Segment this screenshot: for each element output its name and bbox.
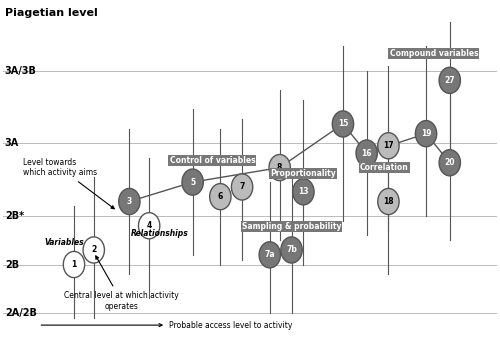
Circle shape bbox=[232, 174, 253, 200]
Circle shape bbox=[269, 154, 290, 181]
Text: 7b: 7b bbox=[286, 245, 297, 254]
Text: 18: 18 bbox=[383, 197, 394, 206]
Text: 7a: 7a bbox=[264, 250, 275, 259]
Text: Probable access level to activity: Probable access level to activity bbox=[41, 321, 292, 329]
Text: 6: 6 bbox=[218, 192, 223, 201]
Text: 20: 20 bbox=[444, 158, 455, 167]
Circle shape bbox=[259, 242, 280, 268]
Text: 4: 4 bbox=[146, 221, 152, 230]
Circle shape bbox=[64, 251, 84, 277]
Text: 3A: 3A bbox=[5, 138, 19, 148]
Circle shape bbox=[292, 179, 314, 205]
Circle shape bbox=[378, 188, 399, 215]
Text: Sampling & probability: Sampling & probability bbox=[242, 222, 342, 231]
Circle shape bbox=[138, 212, 160, 239]
Circle shape bbox=[332, 111, 353, 137]
Circle shape bbox=[439, 150, 460, 176]
Text: Compound variables: Compound variables bbox=[390, 49, 478, 58]
Circle shape bbox=[356, 140, 378, 166]
Text: 7: 7 bbox=[240, 183, 245, 191]
Circle shape bbox=[378, 133, 399, 159]
Text: 5: 5 bbox=[190, 177, 195, 187]
Circle shape bbox=[439, 67, 460, 94]
Text: Central level at which activity
operates: Central level at which activity operates bbox=[64, 256, 179, 310]
Text: 2: 2 bbox=[91, 245, 96, 254]
Text: 17: 17 bbox=[383, 141, 394, 150]
Text: 2B*: 2B* bbox=[5, 211, 24, 221]
Text: 1: 1 bbox=[72, 260, 76, 269]
Circle shape bbox=[416, 121, 436, 147]
Circle shape bbox=[83, 237, 104, 263]
Text: 2A/2B: 2A/2B bbox=[5, 308, 36, 318]
Text: 2B: 2B bbox=[5, 259, 19, 270]
Text: 27: 27 bbox=[444, 76, 455, 85]
Text: Variables: Variables bbox=[44, 238, 84, 247]
Text: 3: 3 bbox=[126, 197, 132, 206]
Circle shape bbox=[281, 237, 302, 263]
Text: Proportionality: Proportionality bbox=[270, 169, 336, 178]
Text: 13: 13 bbox=[298, 187, 308, 196]
Text: Relationships: Relationships bbox=[132, 228, 189, 238]
Text: 16: 16 bbox=[362, 149, 372, 157]
Text: Control of variables: Control of variables bbox=[170, 156, 255, 165]
Text: 8: 8 bbox=[277, 163, 282, 172]
Circle shape bbox=[118, 188, 140, 215]
Text: 3A/3B: 3A/3B bbox=[5, 66, 36, 75]
Circle shape bbox=[210, 184, 231, 210]
Text: Piagetian level: Piagetian level bbox=[5, 7, 98, 18]
Text: 19: 19 bbox=[421, 129, 432, 138]
Text: Level towards
which activity aims: Level towards which activity aims bbox=[22, 158, 114, 209]
Text: Correlation: Correlation bbox=[360, 163, 409, 172]
Text: 15: 15 bbox=[338, 119, 348, 129]
Circle shape bbox=[182, 169, 204, 195]
